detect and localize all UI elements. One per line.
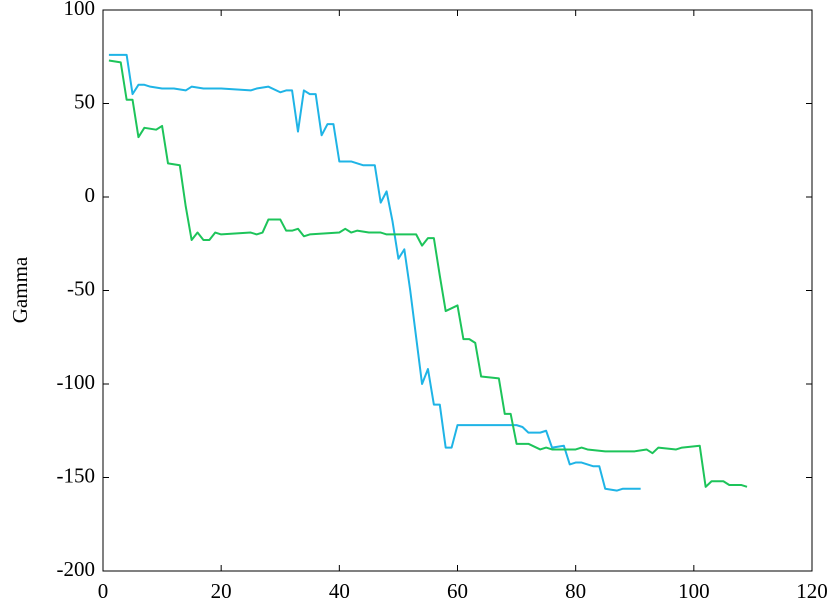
series-line (108, 59, 748, 488)
y-tick-label: -200 (57, 557, 96, 581)
x-tick-label: 40 (329, 579, 350, 603)
y-tick-label: -50 (67, 276, 95, 300)
x-tick-label: 0 (98, 579, 109, 603)
x-tick-label: 100 (678, 579, 710, 603)
x-tick-label: 120 (796, 579, 828, 603)
y-tick-label: 0 (85, 183, 96, 207)
x-tick-label: 60 (447, 579, 468, 603)
x-tick-label: 80 (565, 579, 586, 603)
y-tick-label: 50 (74, 89, 95, 113)
y-tick-label: -150 (57, 463, 96, 487)
y-tick-label: 100 (64, 0, 96, 20)
series-line (108, 53, 641, 492)
y-tick-label: -100 (57, 370, 96, 394)
x-tick-label: 20 (211, 579, 232, 603)
y-axis-label: Gamma (8, 256, 32, 323)
